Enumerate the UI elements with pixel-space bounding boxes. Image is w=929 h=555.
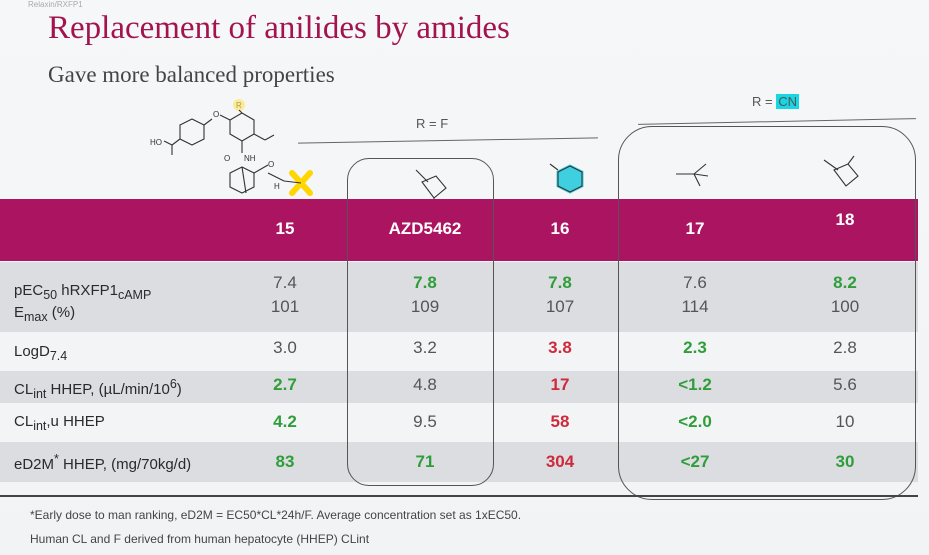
ether-o-label: O (213, 110, 219, 119)
table-bottom-rule (0, 495, 918, 497)
r-cn-label: R = CN (752, 94, 799, 109)
table-cell-r2-c0: 3.0 (230, 338, 340, 358)
ho-label: HO (150, 138, 162, 147)
row-label-1: Emax (%) (14, 304, 75, 324)
table-cell-r1-c0: 101 (230, 297, 340, 317)
table-cell-r0-c0: 7.4 (230, 273, 340, 293)
slide-title: Replacement of anilides by amides (48, 10, 510, 47)
r-f-line (298, 137, 598, 143)
row-label-3: CLint HHEP, (µL/min/106) (14, 377, 182, 401)
table-cell-r0-c2: 7.8 (505, 273, 615, 293)
footnote-2: Human CL and F derived from human hepato… (30, 532, 369, 546)
row-label-5: eD2M* HHEP, (mg/70kg/d) (14, 452, 191, 473)
amide2-o-label: O (268, 160, 274, 169)
table-cell-r5-c2: 304 (505, 452, 615, 472)
row-label-0: pEC50 hRXFP1cAMP (14, 282, 151, 302)
row-label-4: CLint,u HHEP (14, 413, 105, 433)
column-header-0: 15 (230, 219, 340, 239)
nh-label: NH (244, 154, 256, 163)
header-stub: Relaxin/RXFP1 (28, 0, 83, 9)
r-substituent-highlight (284, 173, 310, 193)
column-header-2: 16 (505, 219, 615, 239)
table-cell-r5-c0: 83 (230, 452, 340, 472)
r-cn-line (638, 118, 916, 125)
amide-o-label: O (224, 154, 230, 163)
azd5462-group-outline (347, 158, 494, 486)
row-label-2: LogD7.4 (14, 343, 67, 363)
slide-subtitle: Gave more balanced properties (48, 62, 335, 88)
table-cell-r4-c2: 58 (505, 412, 615, 432)
table-cell-r1-c2: 107 (505, 297, 615, 317)
h-label: H (274, 182, 280, 191)
scaffold-structure: R O HO O NH O H (150, 95, 320, 210)
table-cell-r2-c2: 3.8 (505, 338, 615, 358)
table-cell-r3-c2: 17 (505, 375, 615, 395)
r-f-label: R = F (416, 116, 448, 131)
table-cell-r3-c0: 2.7 (230, 375, 340, 395)
cn-group-outline (618, 126, 916, 500)
footnote-1: *Early dose to man ranking, eD2M = EC50*… (30, 508, 521, 522)
table-cell-r4-c0: 4.2 (230, 412, 340, 432)
